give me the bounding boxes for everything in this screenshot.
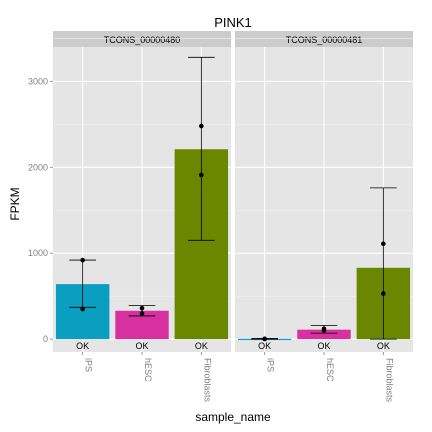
x-tick-label: hESC xyxy=(325,358,335,382)
replicate-point xyxy=(321,328,327,333)
status-label: OK xyxy=(195,341,208,351)
replicate-point xyxy=(262,336,267,342)
facet-label: TCONS_00000480 xyxy=(104,35,181,45)
y-axis-label: FPKM xyxy=(8,187,22,220)
status-label: OK xyxy=(377,341,390,351)
facet-label: TCONS_00000481 xyxy=(286,35,363,45)
x-axis-label: sample_name xyxy=(195,410,271,424)
replicate-point xyxy=(139,305,145,311)
replicate-point xyxy=(139,311,145,316)
x-tick-label: iPS xyxy=(266,358,276,372)
status-label: OK xyxy=(135,341,148,351)
panel-2: TCONS_00000481 OK OK OK xyxy=(235,31,413,352)
status-label: OK xyxy=(317,341,330,351)
panel-1: TCONS_00000480 OK OK OK xyxy=(53,31,231,352)
x-tick-label: Fibroblasts xyxy=(202,358,212,403)
facet-strip xyxy=(235,31,413,47)
replicate-point xyxy=(80,257,85,263)
y-tick-label: 2000 xyxy=(28,162,48,172)
replicate-point xyxy=(199,172,204,178)
status-label: OK xyxy=(76,341,89,351)
y-tick-label: 1000 xyxy=(28,248,48,258)
replicate-point xyxy=(381,241,386,247)
y-tick-label: 0 xyxy=(43,334,48,344)
status-label: OK xyxy=(258,341,271,351)
replicate-point xyxy=(80,306,85,312)
y-tick-label: 3000 xyxy=(28,76,48,86)
replicate-point xyxy=(199,123,204,129)
bar-hesc xyxy=(297,329,351,340)
chart-title: PINK1 xyxy=(214,15,252,30)
x-tick-label: iPS xyxy=(84,358,94,372)
x-tick-label: hESC xyxy=(143,358,153,382)
facet-strip xyxy=(53,31,231,47)
replicate-point xyxy=(381,291,386,296)
x-tick-label: Fibroblasts xyxy=(384,358,394,403)
